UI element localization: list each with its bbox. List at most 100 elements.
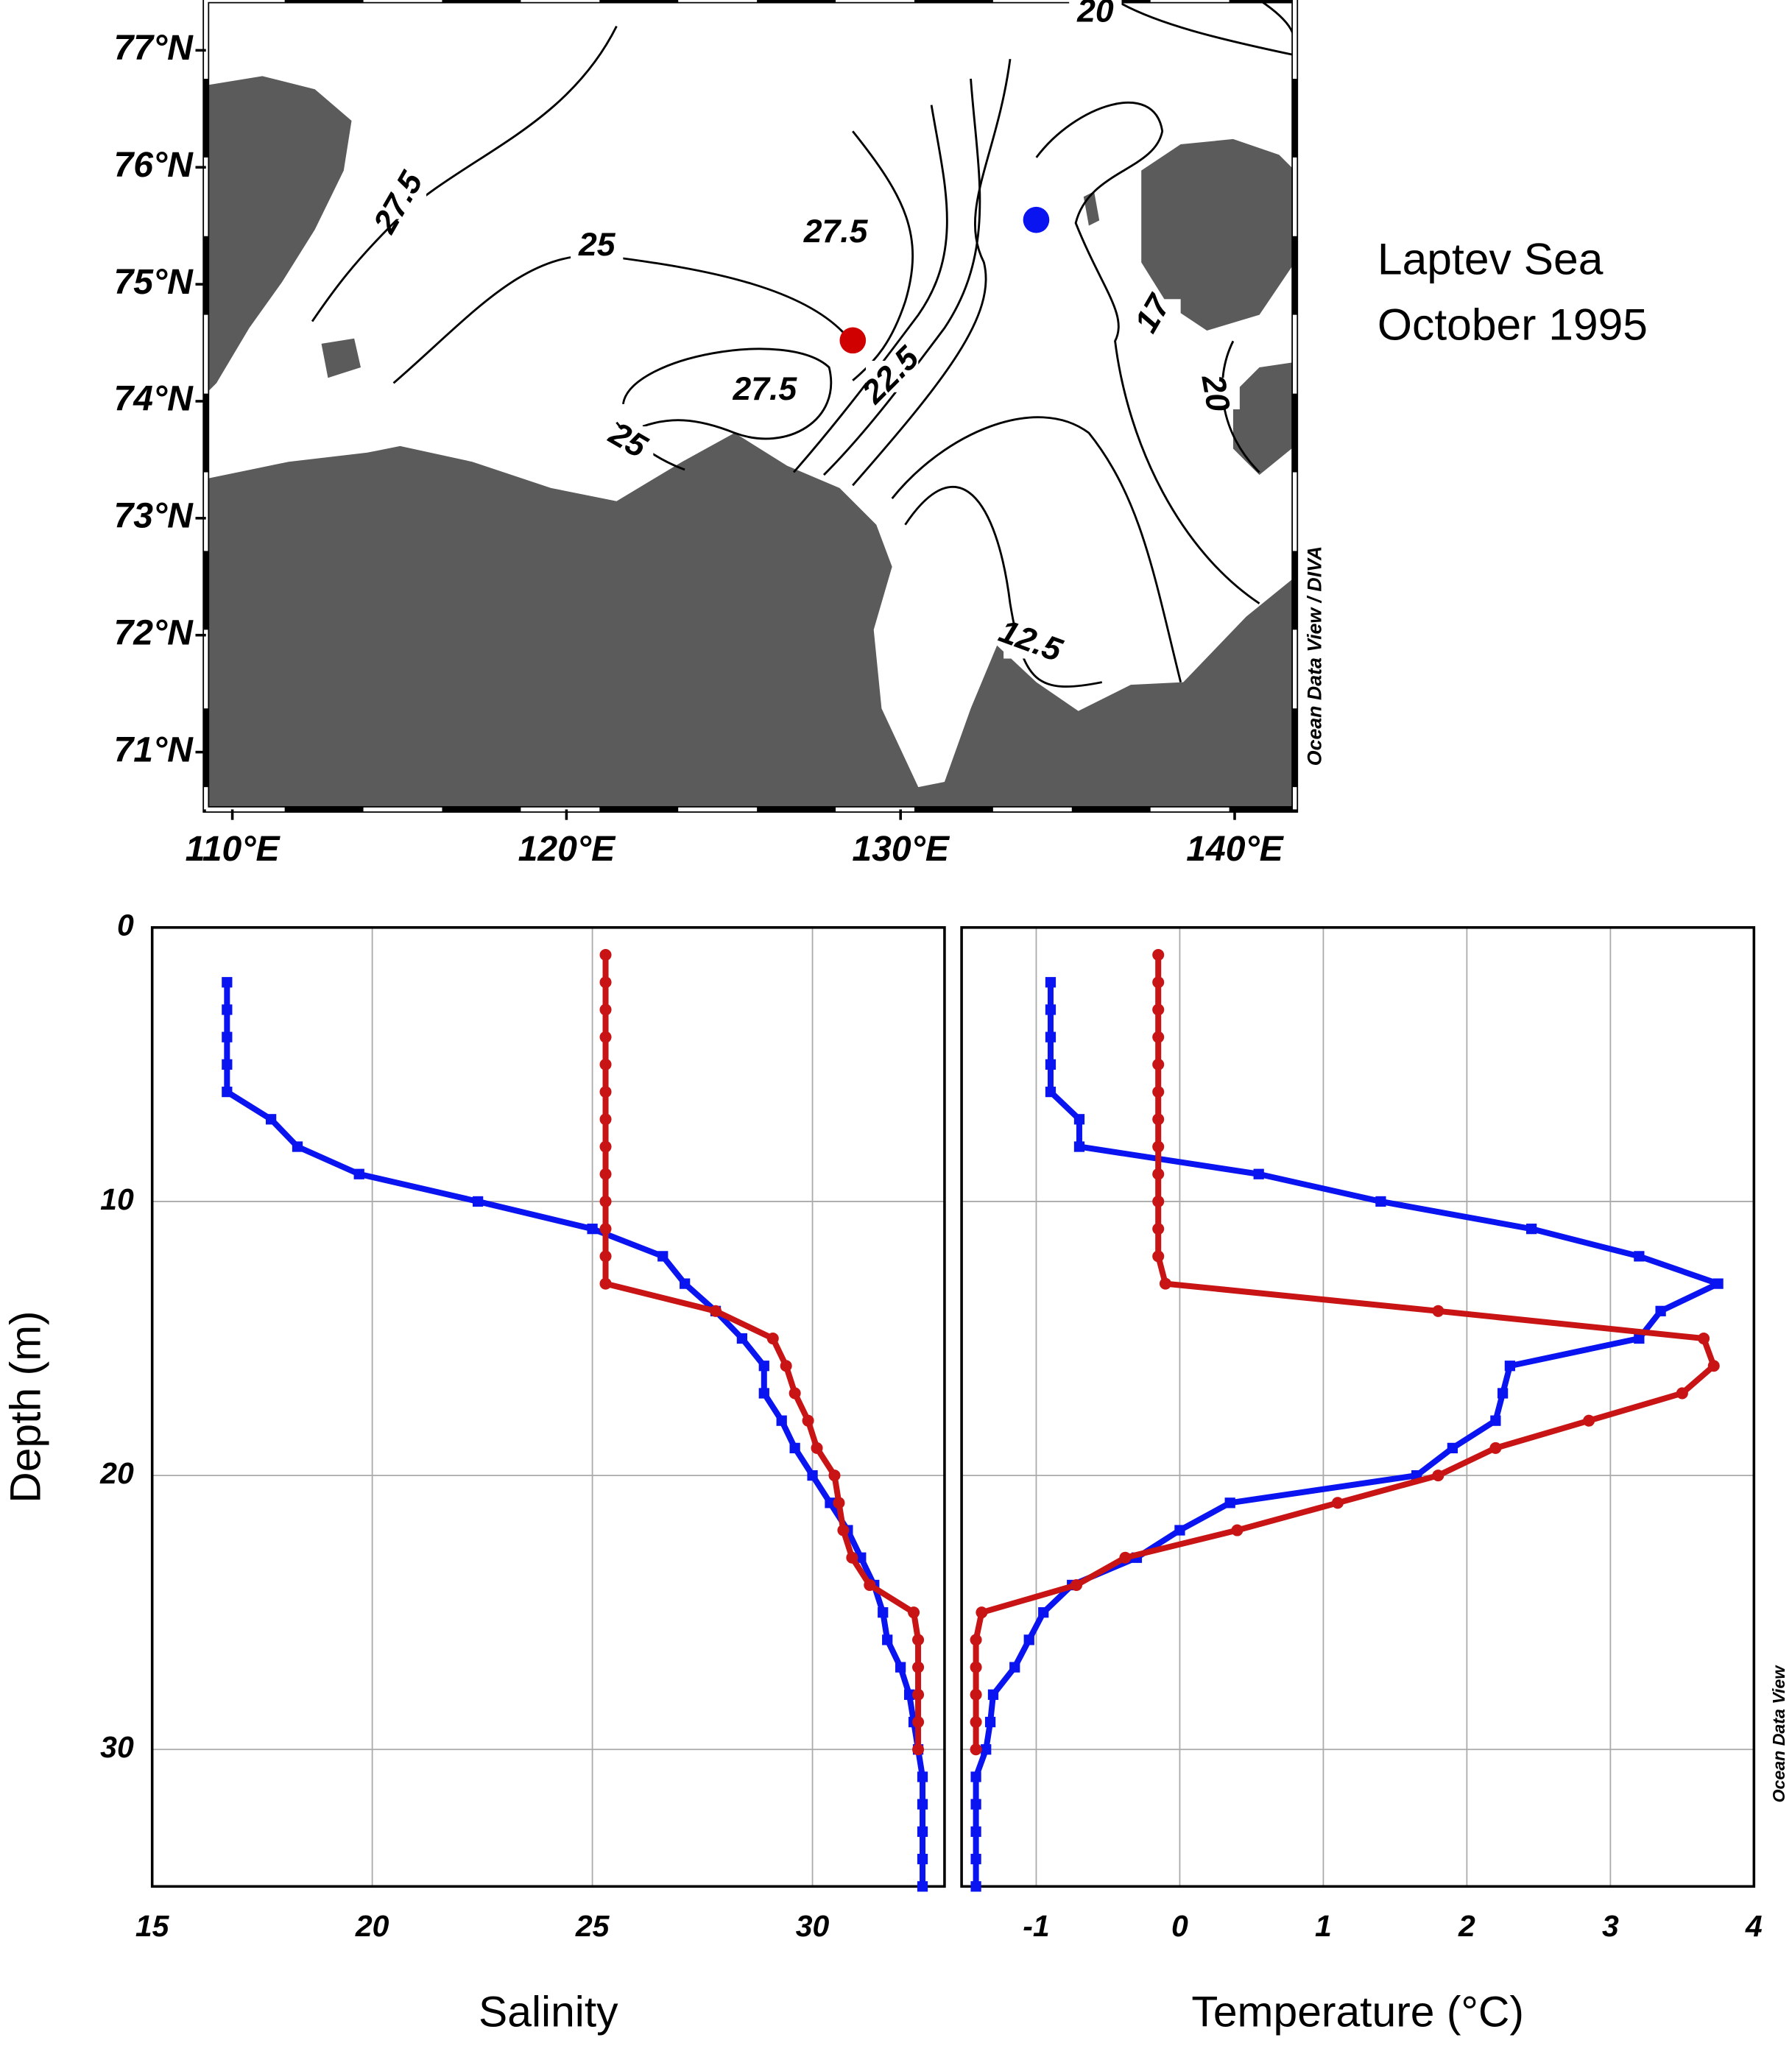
- contour-label-bg: [866, 361, 919, 392]
- marker: [1504, 1361, 1516, 1372]
- marker: [789, 1387, 801, 1400]
- y-axis-label: Depth (m): [2, 1310, 50, 1503]
- marker: [970, 1799, 981, 1810]
- contour-label: 20: [1076, 0, 1114, 29]
- marker: [1159, 1277, 1171, 1290]
- y-tick-label: 20: [99, 1456, 134, 1490]
- marker: [587, 1224, 598, 1235]
- marker: [709, 1305, 722, 1317]
- marker: [1152, 948, 1165, 962]
- y-tick-label: 76°N: [113, 145, 194, 185]
- marker: [970, 1743, 982, 1756]
- marker: [266, 1114, 277, 1125]
- marker: [828, 1469, 841, 1482]
- marker: [981, 1744, 992, 1755]
- marker: [984, 1716, 996, 1728]
- marker: [1152, 1086, 1165, 1098]
- x-tick-label: 3: [1602, 1909, 1619, 1943]
- profile-line: [224, 982, 926, 1887]
- marker: [1447, 1442, 1458, 1454]
- marker: [1152, 1250, 1165, 1263]
- profile-line: [973, 955, 1717, 1750]
- map-credit: Ocean Data View / DIVA: [1303, 546, 1325, 766]
- x-tick-label: -1: [1023, 1909, 1049, 1943]
- marker: [878, 1607, 889, 1618]
- marker: [1038, 1607, 1049, 1618]
- profile-line: [602, 955, 922, 1750]
- x-axis-label: Temperature (°C): [1191, 1988, 1524, 2036]
- marker: [1224, 1497, 1235, 1509]
- contour-label-bg: [601, 426, 654, 458]
- marker: [599, 948, 612, 962]
- marker: [1009, 1662, 1020, 1673]
- marker: [1152, 1195, 1165, 1207]
- contour-label-bg: [1069, 0, 1122, 29]
- contour-label: 27.5: [732, 371, 797, 407]
- marker: [912, 1634, 925, 1646]
- contour-label: 27.5: [803, 214, 869, 250]
- y-tick-label: 10: [100, 1182, 134, 1216]
- marker: [833, 1497, 845, 1509]
- marker: [1498, 1388, 1509, 1399]
- marker: [1253, 1168, 1264, 1179]
- plot-frame: [150, 926, 946, 1888]
- marker: [912, 1661, 925, 1673]
- marker: [1045, 977, 1056, 988]
- marker: [222, 1086, 233, 1098]
- contour-label-bg: [373, 187, 427, 219]
- marker: [1152, 1058, 1165, 1070]
- marker: [903, 1689, 915, 1700]
- marker: [987, 1689, 999, 1700]
- marker: [917, 1853, 928, 1865]
- y-tick-label: 72°N: [113, 613, 194, 652]
- marker: [811, 1442, 823, 1454]
- x-tick-label: 30: [796, 1909, 830, 1943]
- marker: [599, 1086, 612, 1098]
- map-background: [205, 0, 1297, 810]
- contour-label-bg: [1003, 627, 1056, 659]
- marker: [912, 1716, 925, 1729]
- marker: [1152, 976, 1165, 989]
- marker: [837, 1524, 850, 1536]
- marker: [780, 1360, 792, 1372]
- x-tick-label: 130°E: [852, 829, 950, 869]
- marker: [917, 1799, 928, 1810]
- marker: [599, 976, 612, 989]
- marker: [1489, 1442, 1502, 1454]
- marker: [292, 1141, 303, 1152]
- marker: [970, 1881, 981, 1892]
- marker: [1073, 1114, 1085, 1125]
- marker: [807, 1469, 818, 1481]
- marker: [1525, 1224, 1537, 1235]
- marker: [1432, 1469, 1444, 1482]
- x-tick-label: 0: [1171, 1909, 1188, 1943]
- marker: [917, 1826, 928, 1838]
- marker: [1174, 1525, 1185, 1536]
- marker: [599, 1277, 612, 1290]
- marker: [599, 1250, 612, 1263]
- x-axis-label: Salinity: [479, 1988, 618, 2036]
- marker: [353, 1168, 364, 1179]
- contour-label-bg: [571, 230, 624, 263]
- marker: [680, 1278, 691, 1289]
- marker: [776, 1415, 787, 1426]
- marker: [1045, 1004, 1056, 1015]
- marker: [222, 1031, 233, 1042]
- marker: [970, 1634, 982, 1646]
- x-tick-label: 15: [135, 1909, 170, 1943]
- marker: [599, 1168, 612, 1180]
- marker: [976, 1606, 988, 1619]
- marker: [1634, 1251, 1645, 1262]
- x-tick-label: 2: [1458, 1909, 1475, 1943]
- marker: [882, 1634, 893, 1645]
- x-tick-label: 25: [575, 1909, 610, 1943]
- credit: Ocean Data View: [1769, 1665, 1788, 1803]
- marker: [1490, 1415, 1501, 1426]
- marker: [1432, 1305, 1444, 1317]
- marker: [758, 1361, 769, 1372]
- marker: [1152, 1223, 1165, 1235]
- marker: [1152, 1113, 1165, 1126]
- plot-frame: [960, 926, 1756, 1888]
- marker: [1152, 1031, 1165, 1043]
